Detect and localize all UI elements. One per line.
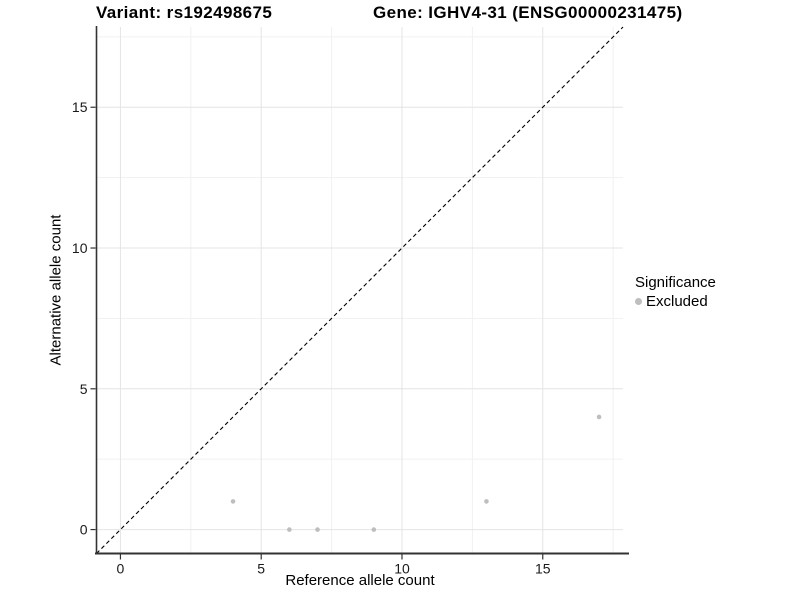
y-tick-label: 15 xyxy=(72,99,88,115)
identity-dashed-line xyxy=(96,26,624,554)
data-point xyxy=(287,527,292,532)
y-tick-label: 0 xyxy=(80,522,88,538)
legend-point-icon xyxy=(635,298,642,305)
x-tick-label: 0 xyxy=(117,561,125,577)
data-point xyxy=(315,527,320,532)
x-tick-label: 10 xyxy=(394,561,410,577)
legend-item-label: Excluded xyxy=(646,293,708,310)
data-point xyxy=(596,414,602,420)
legend-title: Significance xyxy=(635,274,716,291)
legend-item-excluded: Excluded xyxy=(635,292,716,311)
y-tick-label: 5 xyxy=(80,381,88,397)
x-tick-label: 15 xyxy=(535,561,551,577)
gene-title: Gene: IGHV4-31 (ENSG00000231475) xyxy=(373,3,683,22)
data-point xyxy=(484,499,489,504)
legend: Significance Excluded xyxy=(635,273,716,311)
y-tick-label: 10 xyxy=(72,240,88,256)
data-point xyxy=(371,527,377,532)
x-tick-label: 5 xyxy=(257,561,265,577)
x-axis-title: Reference allele count xyxy=(285,572,435,589)
variant-title: Variant: rs192498675 xyxy=(96,3,273,22)
y-axis-title: Alternative allele count xyxy=(47,214,65,366)
data-point xyxy=(230,499,236,504)
